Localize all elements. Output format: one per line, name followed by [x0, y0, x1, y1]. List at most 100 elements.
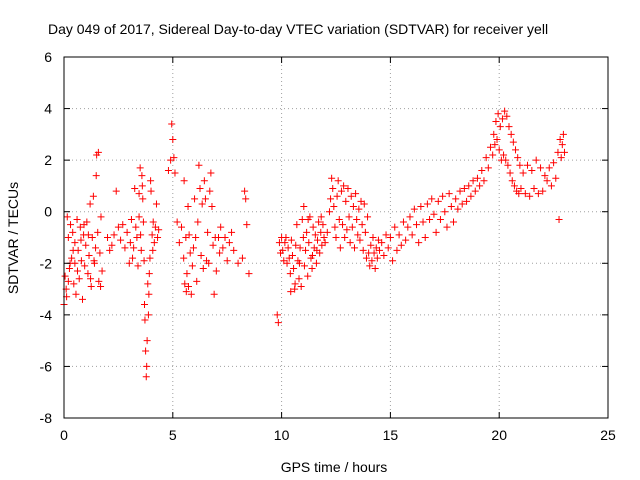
data-point-marker — [500, 151, 508, 159]
data-point-marker — [311, 231, 319, 239]
data-point-marker — [349, 203, 357, 211]
data-point-marker — [65, 264, 73, 272]
data-point-marker — [353, 215, 361, 223]
data-point-marker — [458, 200, 466, 208]
data-point-marker — [555, 215, 563, 223]
data-point-marker — [104, 234, 112, 241]
data-point-marker — [87, 282, 95, 290]
data-point-marker — [493, 136, 501, 144]
data-point-marker — [75, 275, 83, 283]
data-point-marker — [70, 280, 78, 288]
data-point-marker — [295, 259, 303, 267]
data-point-marker — [476, 182, 484, 190]
x-tick-label: 0 — [60, 427, 68, 443]
data-point-marker — [358, 221, 366, 229]
grid-lines — [64, 57, 608, 418]
data-point-marker — [200, 177, 208, 185]
data-point-marker — [471, 187, 479, 195]
data-point-marker — [543, 177, 551, 185]
data-point-marker — [312, 259, 320, 267]
data-point-marker — [184, 282, 192, 290]
data-point-marker — [145, 270, 153, 278]
data-point-marker — [217, 223, 225, 231]
data-point-marker — [238, 254, 246, 262]
data-point-marker — [460, 185, 468, 193]
data-point-marker — [216, 249, 224, 257]
data-point-marker — [503, 112, 511, 120]
chart-title: Day 049 of 2017, Sidereal Day-to-day VTE… — [48, 21, 548, 37]
data-point-marker — [135, 213, 143, 221]
data-point-marker — [317, 213, 325, 221]
data-point-marker — [88, 234, 96, 241]
data-point-marker — [95, 277, 103, 285]
data-point-marker — [144, 280, 152, 288]
data-point-marker — [526, 192, 534, 200]
data-point-marker — [87, 275, 95, 283]
data-point-marker — [67, 221, 75, 229]
data-point-marker — [332, 234, 340, 241]
data-point-marker — [273, 311, 281, 319]
data-point-marker — [537, 164, 545, 172]
data-point-marker — [517, 185, 525, 193]
data-point-marker — [417, 203, 425, 211]
data-point-marker — [393, 246, 401, 254]
data-point-marker — [141, 316, 149, 324]
data-point-marker — [186, 249, 194, 257]
data-point-marker — [126, 239, 134, 247]
data-point-marker — [114, 223, 122, 231]
data-point-marker — [130, 244, 138, 252]
data-point-marker — [413, 221, 421, 229]
data-point-marker — [560, 148, 568, 156]
data-point-marker — [523, 161, 531, 169]
data-point-marker — [507, 130, 515, 138]
data-point-marker — [447, 203, 455, 211]
data-point-marker — [509, 138, 517, 146]
data-point-marker — [138, 172, 146, 180]
data-point-marker — [296, 244, 304, 252]
data-point-marker — [98, 267, 106, 275]
data-point-marker — [359, 246, 367, 254]
data-point-marker — [97, 213, 105, 221]
data-point-marker — [492, 117, 500, 125]
data-point-marker — [495, 146, 503, 154]
data-point-marker — [119, 221, 127, 229]
data-point-marker — [73, 267, 81, 275]
data-point-marker — [436, 215, 444, 223]
data-point-marker — [207, 169, 215, 177]
y-axis-label: SDTVAR / TECUs — [5, 182, 21, 294]
data-point-marker — [441, 208, 449, 216]
data-point-marker — [319, 221, 327, 229]
data-point-marker — [421, 234, 429, 241]
data-point-marker — [208, 203, 216, 211]
data-point-marker — [287, 288, 295, 296]
data-point-marker — [528, 166, 536, 174]
data-point-marker — [501, 107, 509, 115]
data-point-marker — [241, 187, 249, 195]
data-point-marker — [469, 177, 477, 185]
data-point-marker — [360, 200, 368, 208]
data-point-marker — [369, 234, 377, 241]
data-point-marker — [490, 130, 498, 138]
data-point-marker — [284, 244, 292, 252]
data-point-marker — [64, 277, 72, 285]
data-point-marker — [430, 210, 438, 218]
data-point-marker — [519, 169, 527, 177]
data-point-marker — [376, 246, 384, 254]
data-point-marker — [445, 190, 453, 198]
data-point-marker — [350, 244, 358, 252]
data-point-marker — [295, 275, 303, 283]
data-point-marker — [145, 290, 153, 298]
data-point-marker — [364, 213, 372, 221]
data-point-marker — [191, 195, 199, 203]
data-point-marker — [279, 246, 287, 254]
data-point-marker — [502, 156, 510, 164]
data-point-marker — [281, 239, 289, 247]
data-point-marker — [142, 373, 150, 381]
data-point-marker — [559, 130, 567, 138]
data-point-marker — [127, 215, 135, 223]
data-point-marker — [304, 272, 312, 280]
data-point-marker — [185, 231, 193, 239]
data-point-marker — [404, 223, 412, 231]
data-point-marker — [514, 154, 522, 162]
